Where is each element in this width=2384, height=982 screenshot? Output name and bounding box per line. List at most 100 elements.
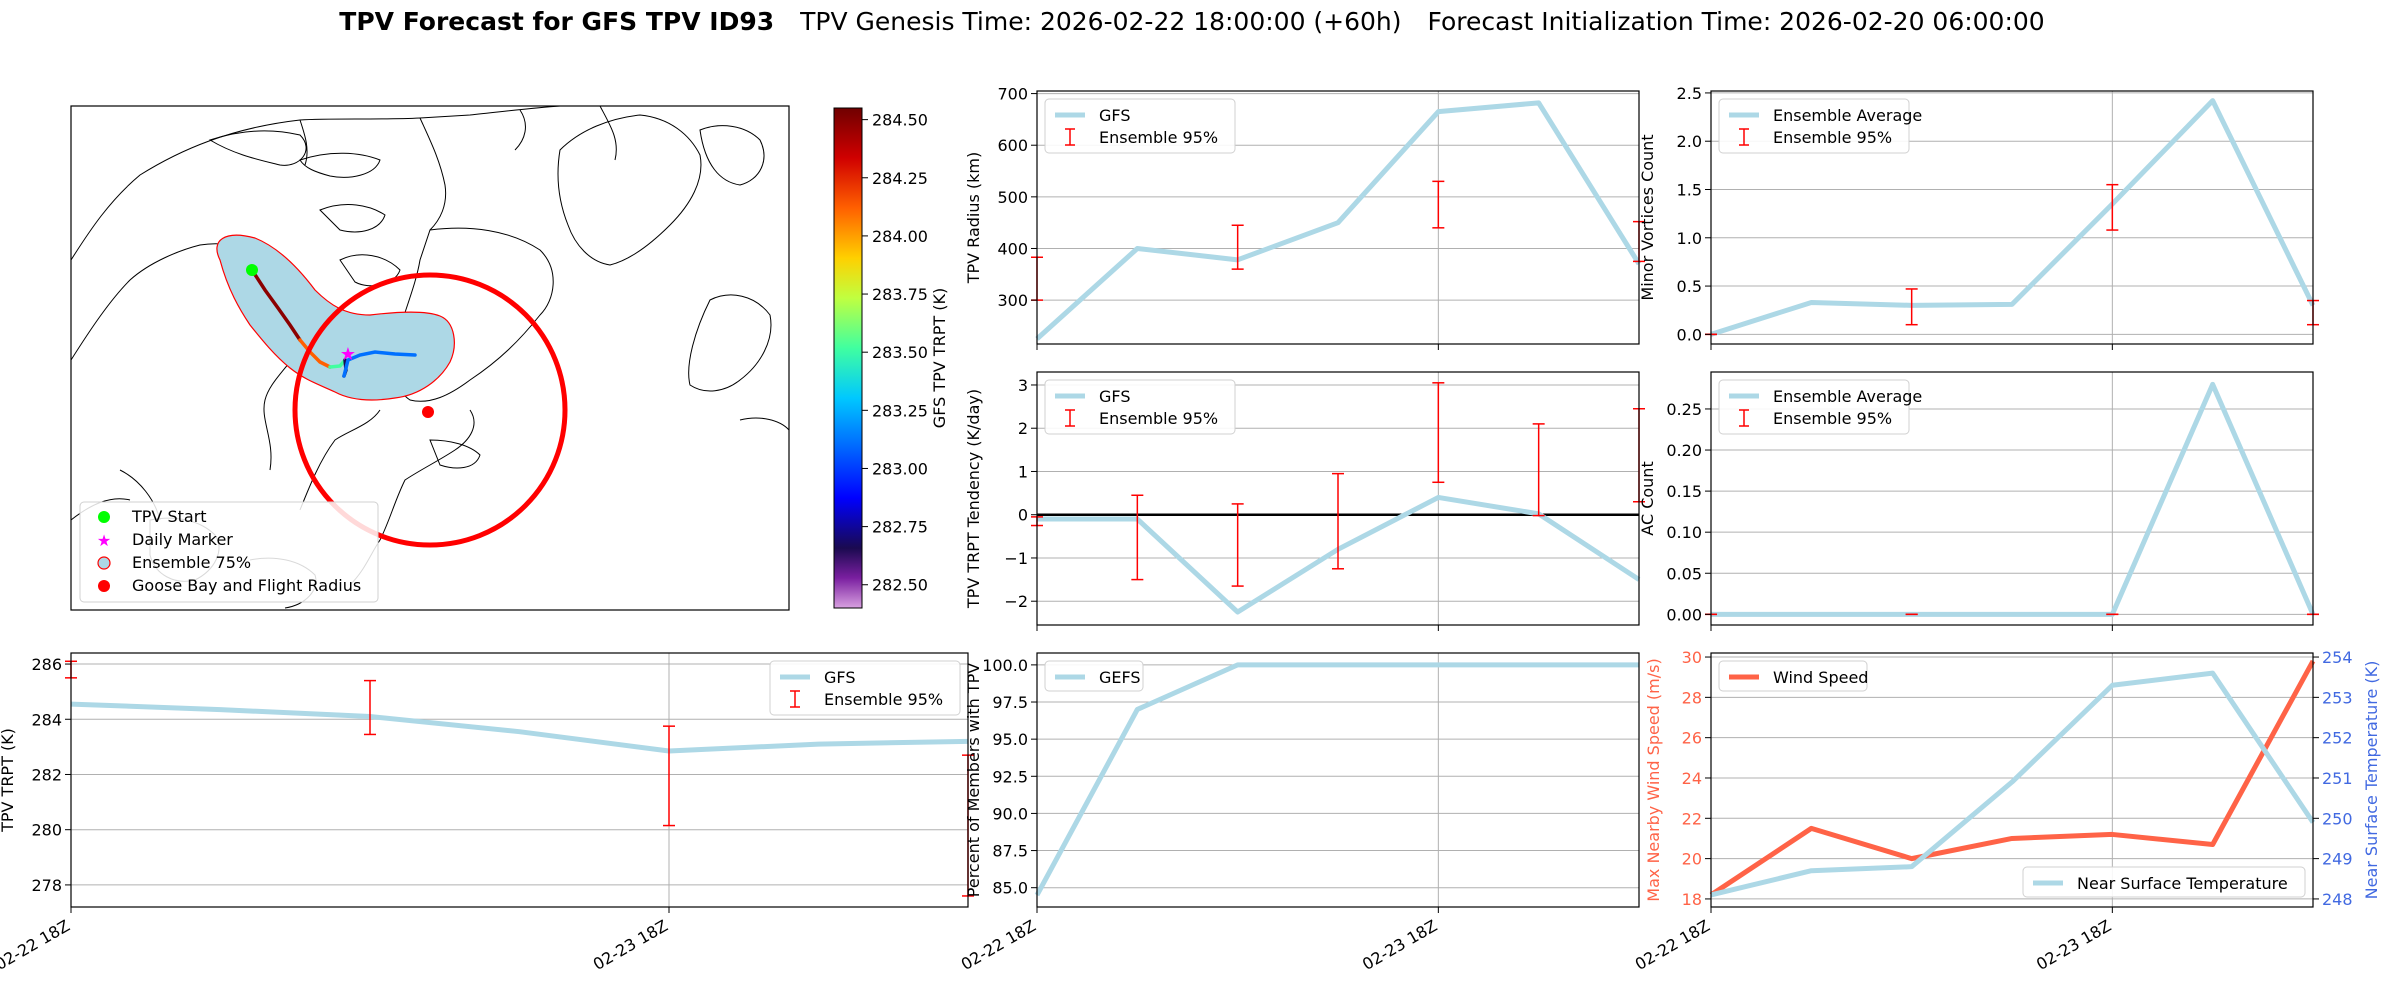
- y-tick-label: 90.0: [992, 804, 1028, 823]
- x-tick-label: 02-22 18Z: [0, 916, 73, 974]
- chart-radius: 300 400 500 600 700 TPV Radius (km) GFS Ensembl…: [964, 85, 1645, 350]
- colorbar-tick-label: 283.25: [872, 401, 928, 420]
- y2-tick-label: 251: [2322, 769, 2353, 788]
- series-line-wind-speed: [1709, 659, 2316, 897]
- y-tick-label: 0.20: [1666, 441, 1702, 460]
- y-tick-label: 24: [1682, 769, 1702, 788]
- title-init: Forecast Initialization Time: 2026-02-20…: [1428, 7, 2045, 36]
- ensemble-75-region: [216, 234, 455, 401]
- legend-box: [1044, 660, 1144, 692]
- legend-tpv-start-icon: [98, 511, 110, 523]
- plot-frame: [1036, 371, 1640, 626]
- colorbar-ticks: 282.50 282.75 283.00 283.25 283.50 283.75 284.…: [862, 111, 928, 595]
- figure-title: TPV Forecast for GFS TPV ID93 TPV Genesi…: [339, 7, 2044, 36]
- map-legend-3: Goose Bay and Flight Radius: [132, 576, 361, 595]
- y-tick-label: 282: [31, 765, 62, 784]
- legend-box: [1044, 98, 1236, 154]
- legend-box: [1718, 660, 1868, 692]
- colorbar-tick-label: 283.75: [872, 285, 928, 304]
- y-tick-label: −1: [1004, 549, 1028, 568]
- y-axis-label: Percent of Members with TPV: [964, 663, 983, 897]
- y-tick-label: 0.10: [1666, 523, 1702, 542]
- y-tick-label: 0.15: [1666, 482, 1702, 501]
- legend-label: Ensemble Average: [1773, 387, 1922, 406]
- y-axis-label: TPV Radius (km): [964, 152, 983, 285]
- y2-tick-label: 254: [2322, 648, 2353, 667]
- y-tick-label: 500: [997, 188, 1028, 207]
- title-genesis: TPV Genesis Time: 2026-02-22 18:00:00 (+…: [799, 7, 1401, 36]
- y-tick-label: 100.0: [982, 656, 1028, 675]
- colorbar-label: GFS TPV TRPT (K): [930, 288, 949, 428]
- y-tick-label: 400: [997, 239, 1028, 258]
- legend-label: GFS: [824, 668, 855, 687]
- chart-tendency: −2 −1 0 1 2 3 TPV TRPT Tendency (K/day) GFS Ense…: [964, 371, 1645, 631]
- y-tick-label: 280: [31, 821, 62, 840]
- series-line-ensemble-average: [1710, 98, 2316, 337]
- y-tick-label: 1.5: [1677, 180, 1702, 199]
- plot-frame: [1710, 652, 2314, 908]
- legend-label: GFS: [1099, 387, 1130, 406]
- y-tick-label: 600: [997, 136, 1028, 155]
- legend-label: Ensemble Average: [1773, 106, 1922, 125]
- y-tick-label: 278: [31, 876, 62, 895]
- map-markers: ★: [246, 264, 568, 548]
- map-panel: ★ TPV Start ★ Daily Marker Ensemble 75% …: [70, 105, 949, 611]
- y-tick-label: 87.5: [992, 842, 1028, 861]
- y-axis-label: Minor Vortices Count: [1638, 134, 1657, 300]
- map-legend-1: Daily Marker: [132, 530, 233, 549]
- y-tick-label: 30: [1682, 648, 1702, 667]
- y2-tick-label: 248: [2322, 890, 2353, 909]
- legend-ensemble-75-icon: [97, 556, 111, 570]
- y-tick-label: 300: [997, 291, 1028, 310]
- y-tick-label: 2: [1018, 419, 1028, 438]
- flight-radius-circle: [292, 272, 568, 548]
- y-tick-label: −2: [1004, 592, 1028, 611]
- y-tick-label: 2.5: [1677, 84, 1702, 103]
- chart-wind_temp: 18 20 22 24 26 28 30 248 249 250 251 252 253 254 Near …: [1632, 648, 2381, 974]
- series-line-ensemble-average: [1711, 381, 2316, 617]
- series-line-near-surface-temperature: [1710, 670, 2316, 898]
- colorbar-tick-label: 283.00: [872, 459, 928, 478]
- y-tick-label: 1: [1018, 462, 1028, 481]
- goose-bay-marker: [422, 406, 434, 418]
- series-line-gfs: [70, 701, 969, 754]
- y2-tick-label: 250: [2322, 809, 2353, 828]
- legend-box: [2022, 866, 2306, 898]
- legend-label: Ensemble 95%: [824, 690, 943, 709]
- plot-frame: [1710, 90, 2314, 345]
- legend-goose-bay-icon: [98, 580, 110, 592]
- chart-trpt: 278 280 282 284 286 02-22 18Z 02-23 18Z TPV TRP…: [0, 652, 974, 974]
- legend-label: Ensemble 95%: [1773, 128, 1892, 147]
- plot-frame: [1036, 90, 1640, 345]
- chart-members: 85.0 87.5 90.0 92.5 95.0 97.5 100.0 02-22 18Z 02…: [958, 652, 1640, 974]
- map-legend: TPV Start ★ Daily Marker Ensemble 75% Go…: [79, 501, 379, 603]
- colorbar-tick-label: 283.50: [872, 343, 928, 362]
- y-tick-label: 18: [1682, 890, 1702, 909]
- x-tick-label: 02-22 18Z: [958, 916, 1039, 974]
- legend-label: Ensemble 95%: [1099, 128, 1218, 147]
- y-tick-label: 92.5: [992, 767, 1028, 786]
- y-tick-label: 0: [1018, 506, 1028, 525]
- y2-tick-label: 253: [2322, 688, 2353, 707]
- chart-ac: 0.00 0.05 0.10 0.15 0.20 0.25 AC Count Ensemble…: [1638, 371, 2319, 631]
- legend-box: [1718, 379, 1910, 435]
- series-line-gfs: [1035, 100, 1642, 341]
- y2-axis-label: Near Surface Temperature (K): [2362, 661, 2381, 900]
- y-tick-label: 95.0: [992, 730, 1028, 749]
- y-tick-label: 284: [31, 710, 62, 729]
- y-tick-label: 22: [1682, 809, 1702, 828]
- series-line-gefs: [1034, 662, 1639, 897]
- y-tick-label: 0.05: [1666, 564, 1702, 583]
- map-legend-0: TPV Start: [131, 507, 207, 526]
- y-tick-label: 26: [1682, 729, 1702, 748]
- y-tick-label: 28: [1682, 688, 1702, 707]
- colorbar-ramp: [833, 107, 863, 609]
- legend-box: [1044, 379, 1236, 435]
- legend-box: [769, 660, 961, 716]
- y-tick-label: 1.0: [1677, 229, 1702, 248]
- legend-box: [1718, 98, 1910, 154]
- legend-daily-marker-icon: ★: [97, 531, 111, 550]
- plot-frame: [70, 652, 969, 908]
